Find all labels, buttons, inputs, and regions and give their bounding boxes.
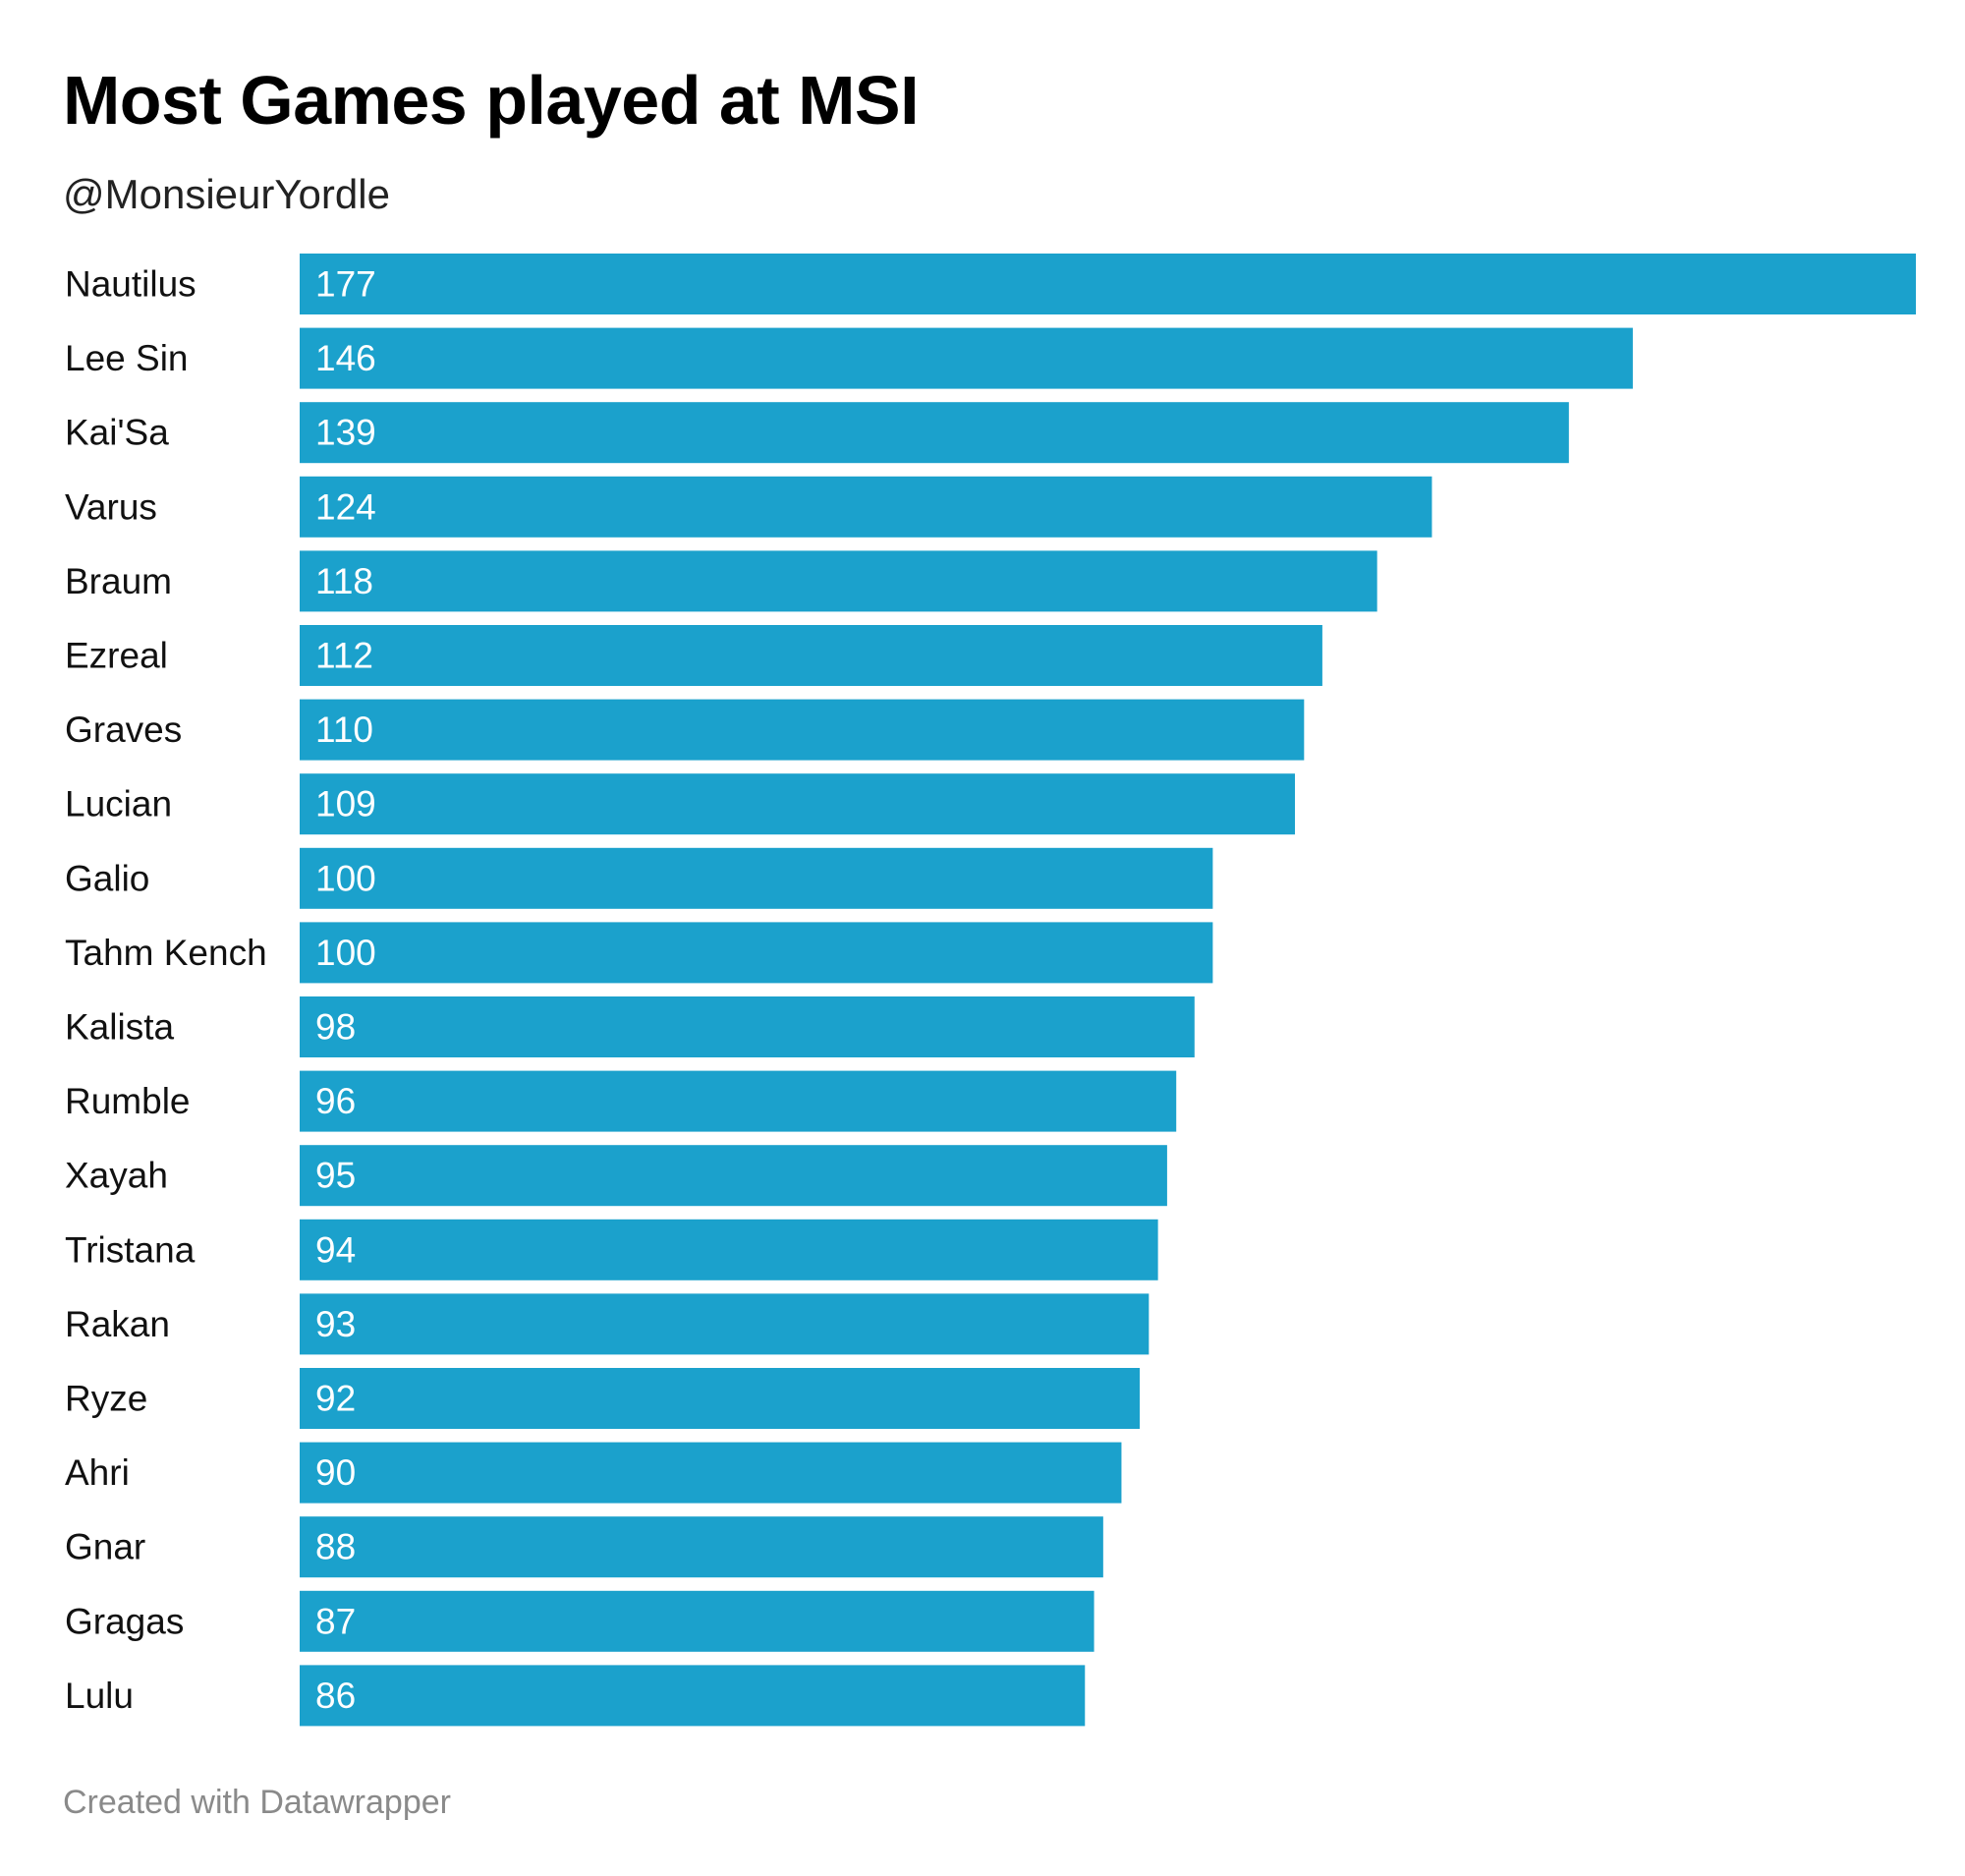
bar [300, 254, 1916, 314]
bar [300, 1442, 1122, 1504]
bar-value-label: 118 [315, 561, 373, 601]
bar [300, 847, 1213, 909]
category-label: Ryze [65, 1379, 147, 1419]
bar [300, 1368, 1141, 1429]
bar [300, 1145, 1167, 1207]
category-label: Ezreal [65, 636, 168, 676]
bar [300, 1293, 1150, 1355]
bar-value-label: 100 [315, 858, 376, 898]
category-label: Tristana [65, 1229, 196, 1270]
bar [300, 922, 1213, 984]
bar [300, 699, 1305, 761]
bar-value-label: 96 [315, 1081, 356, 1121]
bar [300, 402, 1569, 464]
bar-value-label: 90 [315, 1452, 356, 1493]
footer-credit: Created with Datawrapper [63, 1784, 451, 1821]
category-label: Xayah [65, 1156, 168, 1196]
category-label: Ahri [65, 1452, 130, 1493]
category-label: Lee Sin [65, 338, 189, 378]
bar-value-label: 139 [315, 413, 376, 453]
bar [300, 1516, 1103, 1578]
bar-value-label: 112 [315, 636, 373, 676]
category-label: Gragas [65, 1601, 184, 1641]
bar-value-label: 93 [315, 1304, 356, 1344]
bar-value-label: 100 [315, 933, 376, 973]
category-label: Nautilus [65, 264, 196, 305]
category-label: Braum [65, 561, 172, 601]
category-label: Graves [65, 710, 182, 750]
category-label: Varus [65, 486, 157, 527]
bar [300, 550, 1377, 612]
bar [300, 625, 1322, 686]
bar-value-label: 86 [315, 1676, 356, 1716]
category-label: Galio [65, 858, 149, 898]
bar [300, 996, 1195, 1057]
bar-value-label: 87 [315, 1601, 356, 1641]
bar-value-label: 98 [315, 1007, 356, 1048]
category-label: Lucian [65, 784, 172, 824]
chart-subtitle: @MonsieurYordle [63, 171, 390, 217]
bar-value-label: 177 [315, 264, 376, 305]
bar-value-label: 88 [315, 1527, 356, 1567]
category-label: Rumble [65, 1081, 191, 1121]
bar [300, 1590, 1095, 1652]
bar [300, 1070, 1177, 1132]
bar-value-label: 124 [315, 486, 376, 527]
bar-value-label: 92 [315, 1379, 356, 1419]
bar-value-label: 94 [315, 1229, 356, 1270]
bar [300, 773, 1296, 835]
bar-value-label: 95 [315, 1156, 356, 1196]
bar-value-label: 109 [315, 784, 376, 824]
category-label: Kai'Sa [65, 413, 169, 453]
bar [300, 476, 1432, 538]
category-label: Tahm Kench [65, 933, 267, 973]
bar-value-label: 146 [315, 338, 376, 378]
category-label: Kalista [65, 1007, 174, 1048]
bar [300, 1665, 1086, 1727]
category-label: Lulu [65, 1676, 134, 1716]
bar [300, 1219, 1158, 1280]
category-label: Rakan [65, 1304, 170, 1344]
bar [300, 327, 1633, 389]
bar-value-label: 110 [315, 710, 373, 750]
category-label: Gnar [65, 1527, 145, 1567]
chart-title: Most Games played at MSI [63, 62, 920, 139]
